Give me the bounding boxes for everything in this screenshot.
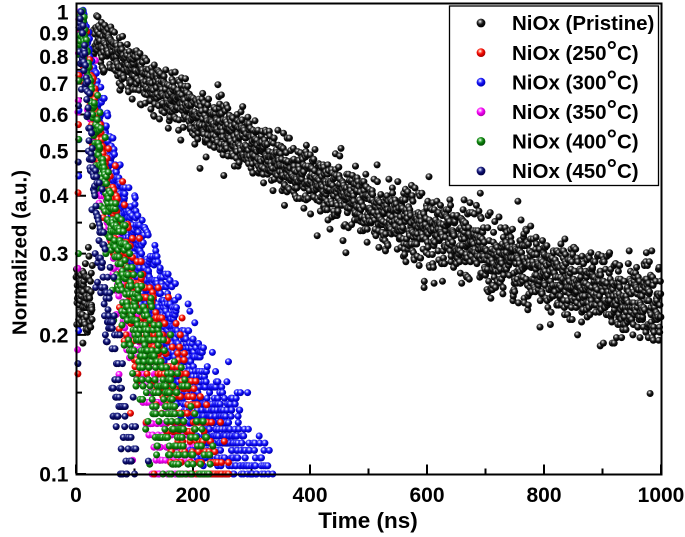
svg-text:0.8: 0.8 (39, 46, 69, 69)
svg-text:0.4: 0.4 (39, 185, 69, 208)
svg-text:0.2: 0.2 (39, 324, 68, 347)
svg-text:1: 1 (57, 1, 69, 24)
svg-text:Normalized (a.u.): Normalized (a.u.) (9, 170, 32, 335)
svg-text:0.3: 0.3 (39, 243, 68, 266)
svg-text:NiOx (Pristine): NiOx (Pristine) (512, 12, 654, 35)
svg-text:0.1: 0.1 (39, 463, 69, 486)
svg-text:1000: 1000 (638, 484, 685, 507)
svg-text:0.6: 0.6 (39, 104, 68, 127)
svg-text:0.5: 0.5 (39, 141, 69, 164)
svg-text:0.9: 0.9 (39, 23, 68, 46)
svg-text:0.7: 0.7 (39, 73, 68, 96)
svg-text:Time (ns): Time (ns) (318, 508, 418, 533)
svg-text:0: 0 (70, 484, 82, 507)
svg-text:200: 200 (175, 484, 210, 507)
svg-text:400: 400 (292, 484, 327, 507)
svg-text:800: 800 (526, 484, 561, 507)
svg-text:600: 600 (409, 484, 444, 507)
